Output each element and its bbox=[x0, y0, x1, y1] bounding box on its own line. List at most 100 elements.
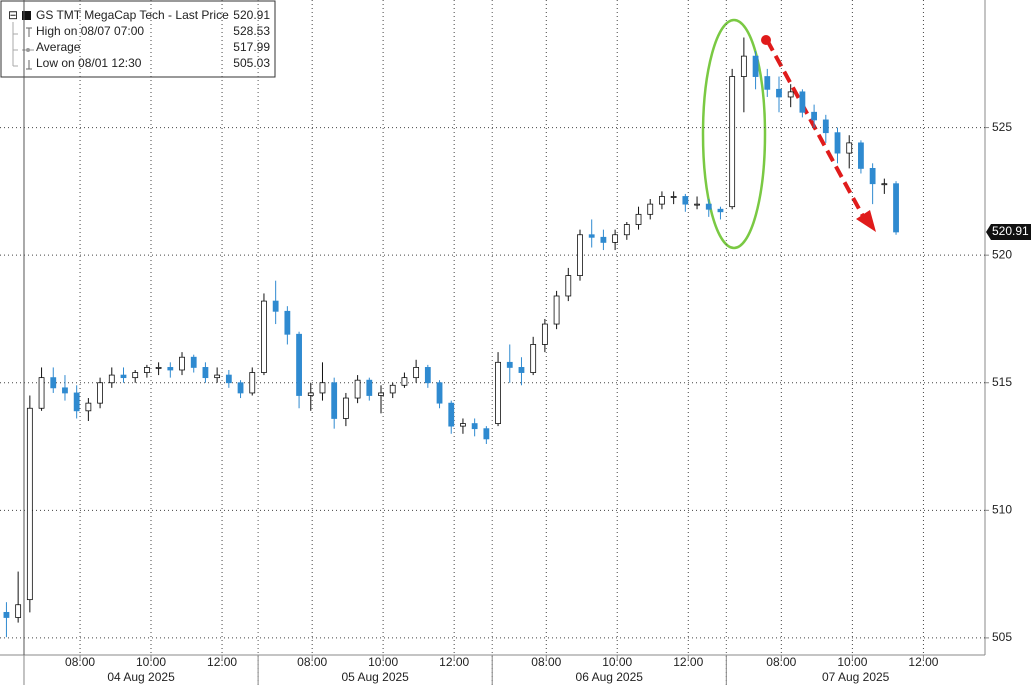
legend-tree bbox=[12, 22, 18, 67]
candle-body bbox=[389, 384, 396, 394]
candle-body bbox=[179, 356, 185, 371]
x-tick-label: 08:00 bbox=[65, 655, 95, 669]
last-price-label: 520.91 bbox=[992, 224, 1029, 238]
candle-body bbox=[670, 196, 677, 198]
candle-body bbox=[3, 611, 10, 618]
candle-body bbox=[764, 76, 771, 90]
x-tick-label: 10:00 bbox=[368, 655, 398, 669]
candle-body bbox=[787, 91, 794, 98]
candle-body bbox=[436, 382, 443, 404]
candle-body bbox=[869, 168, 876, 185]
legend-value: 528.53 bbox=[233, 24, 270, 38]
legend-value: 520.91 bbox=[233, 8, 270, 22]
candle-body bbox=[858, 142, 864, 169]
last-price-tag bbox=[986, 223, 1031, 240]
candle-body bbox=[553, 295, 560, 325]
x-tick-label: 08:00 bbox=[297, 655, 327, 669]
candle-body bbox=[834, 132, 841, 154]
candle-body bbox=[38, 377, 45, 409]
x-tick-label: 10:00 bbox=[602, 655, 632, 669]
candle-body bbox=[331, 382, 338, 419]
trend-arrow bbox=[765, 39, 866, 219]
candle-body bbox=[647, 203, 654, 215]
candle-body bbox=[530, 344, 537, 373]
legend-icon bbox=[22, 11, 31, 20]
y-tick-label: 520 bbox=[992, 247, 1012, 261]
candle-body bbox=[600, 236, 607, 243]
candle-body bbox=[50, 377, 57, 389]
candle-body bbox=[214, 374, 221, 379]
day-label: 04 Aug 2025 bbox=[107, 670, 175, 684]
legend-icon bbox=[26, 60, 32, 70]
candle-body bbox=[144, 367, 150, 373]
candle-body bbox=[249, 372, 256, 394]
candle-body bbox=[261, 300, 267, 373]
legend-icon bbox=[26, 48, 30, 52]
candle-body bbox=[272, 300, 279, 312]
candle-body bbox=[354, 379, 361, 399]
x-tick-label: 08:00 bbox=[531, 655, 561, 669]
candle-body bbox=[565, 275, 572, 297]
x-tick-label: 12:00 bbox=[908, 655, 938, 669]
x-tick-label: 10:00 bbox=[136, 655, 166, 669]
candle-body bbox=[15, 604, 22, 618]
candle-body bbox=[717, 208, 724, 213]
candle-body bbox=[495, 361, 501, 424]
candle-body bbox=[729, 76, 736, 208]
trend-arrow-start bbox=[761, 35, 771, 45]
candle-body bbox=[893, 183, 899, 233]
candle-body bbox=[577, 234, 583, 276]
candle-body bbox=[506, 361, 513, 368]
candle-body bbox=[108, 374, 115, 384]
legend-marker: ⊟ bbox=[8, 8, 18, 22]
y-tick-label: 505 bbox=[992, 630, 1012, 644]
candle-body bbox=[752, 55, 759, 77]
day-label: 06 Aug 2025 bbox=[576, 670, 644, 684]
y-tick-label: 525 bbox=[992, 120, 1012, 134]
candle-body bbox=[612, 234, 619, 243]
candle-body bbox=[740, 55, 747, 77]
legend-label: Average bbox=[36, 40, 81, 54]
legend-label: GS TMT MegaCap Tech - Last Price bbox=[36, 8, 229, 22]
candle-body bbox=[378, 392, 384, 396]
candle-body bbox=[846, 142, 853, 154]
y-tick-label: 515 bbox=[992, 375, 1012, 389]
candle-body bbox=[776, 88, 782, 98]
candle-body bbox=[682, 196, 689, 205]
candle-body bbox=[413, 367, 420, 379]
candle-body bbox=[483, 428, 490, 440]
legend-box bbox=[0, 0, 276, 78]
candle-body bbox=[120, 374, 127, 379]
candle-body bbox=[881, 183, 888, 186]
legend-label: High on 08/07 07:00 bbox=[36, 24, 144, 38]
candle-body bbox=[307, 392, 314, 396]
candle-body bbox=[799, 91, 806, 113]
candle-body bbox=[694, 203, 700, 206]
candle-body bbox=[296, 333, 302, 396]
candle-body bbox=[167, 367, 174, 371]
candle-body bbox=[471, 423, 478, 430]
candle-body bbox=[623, 224, 630, 236]
candle-body bbox=[237, 382, 244, 394]
candle-body bbox=[85, 402, 92, 412]
candle-body bbox=[659, 196, 665, 205]
candle-body bbox=[635, 213, 642, 225]
candle-body bbox=[132, 372, 139, 379]
legend-label: Low on 08/01 12:30 bbox=[36, 56, 142, 70]
candle-body bbox=[366, 379, 373, 396]
candle-body bbox=[460, 423, 466, 427]
candle-body bbox=[319, 382, 326, 394]
candle-body bbox=[155, 367, 162, 369]
x-tick-label: 10:00 bbox=[837, 655, 867, 669]
candle-body bbox=[822, 119, 829, 134]
candle-body bbox=[705, 203, 712, 210]
candle-body bbox=[342, 397, 349, 419]
candle-body bbox=[284, 310, 291, 335]
candle-body bbox=[424, 367, 431, 384]
candle-body bbox=[62, 387, 68, 394]
candle-body bbox=[401, 377, 408, 386]
x-tick-label: 12:00 bbox=[439, 655, 469, 669]
legend-value: 505.03 bbox=[233, 56, 270, 70]
